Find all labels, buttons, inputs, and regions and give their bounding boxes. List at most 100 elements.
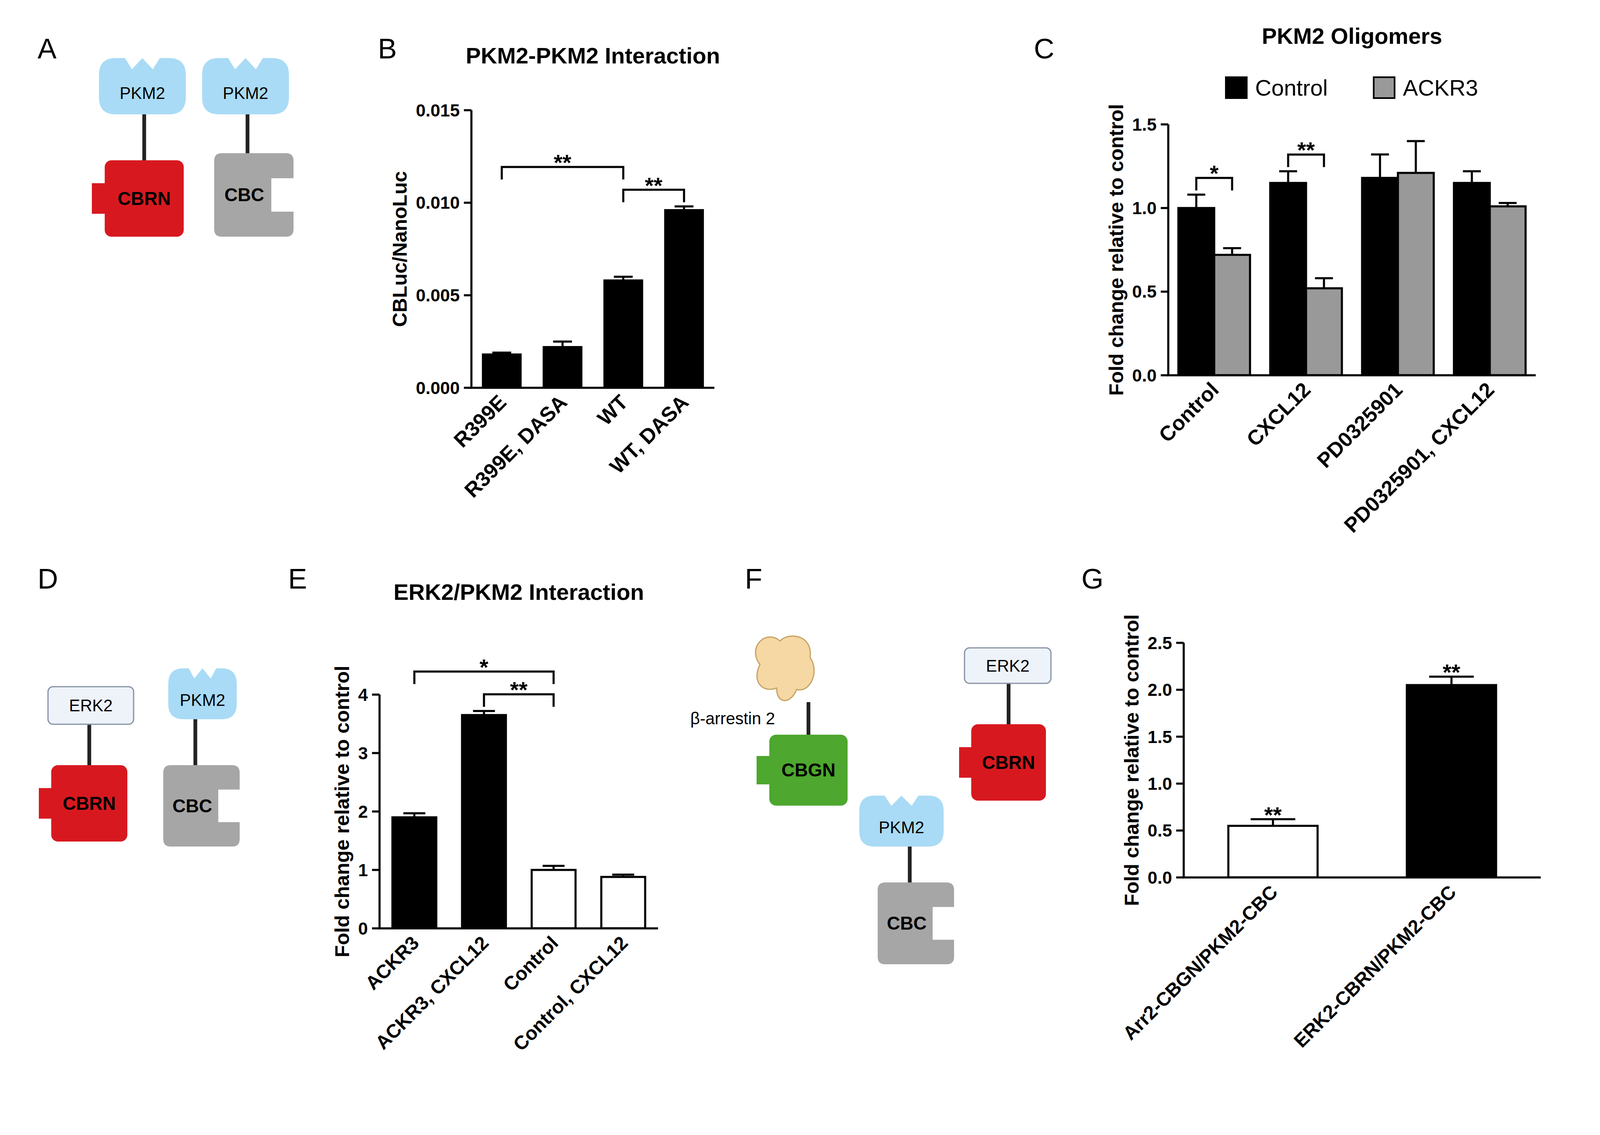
y-tick xyxy=(372,927,380,930)
bar xyxy=(462,715,507,929)
y-tick xyxy=(372,752,380,755)
y-tick xyxy=(1160,207,1169,210)
tag-shape xyxy=(163,765,240,847)
y-tick xyxy=(463,109,472,112)
bar xyxy=(601,877,646,929)
x-tick-label: PD0325901 xyxy=(1312,377,1407,473)
tag-shape xyxy=(769,734,848,806)
legend-label: ACKR3 xyxy=(1402,75,1479,101)
x-tick-label: R399E xyxy=(449,390,512,453)
panel-letter: A xyxy=(37,32,57,65)
y-tick-label: 0.010 xyxy=(415,192,460,213)
linker xyxy=(142,112,147,162)
plot-area xyxy=(1228,676,1497,878)
x-tick-label: Control xyxy=(1154,377,1224,447)
y-tick-label: 0.0 xyxy=(1132,365,1157,386)
protein-shape xyxy=(48,686,134,725)
error-bar xyxy=(1187,194,1206,208)
y-tick-label: 1.5 xyxy=(1147,727,1173,747)
bar xyxy=(543,346,582,388)
plot-area xyxy=(483,206,704,388)
linker xyxy=(1006,681,1011,726)
protein-label: PKM2 xyxy=(878,818,925,837)
bar xyxy=(1453,182,1490,376)
bar xyxy=(604,280,643,388)
tag-shape xyxy=(104,160,184,237)
legend-swatch xyxy=(1373,77,1395,99)
y-tick xyxy=(1176,782,1184,785)
chart-title: ERK2/PKM2 Interaction xyxy=(393,579,644,605)
x-tick-label: ACKR3 xyxy=(361,931,424,995)
legend: Control ACKR3 xyxy=(1225,75,1479,101)
chart-panel: CPKM2 Oligomers0.00.51.01.5Fold change r… xyxy=(1033,23,1536,538)
figure: BPKM2-PKM2 Interaction0.0000.0050.0100.0… xyxy=(0,0,1600,1135)
bar xyxy=(1270,182,1307,376)
annotation: ** xyxy=(501,149,624,180)
x-tick-label: ACKR3, CXCL12 xyxy=(371,931,494,1054)
panel-letter: D xyxy=(37,562,59,595)
protein-label: PKM2 xyxy=(222,83,269,103)
error-bar xyxy=(613,276,633,281)
tag-label: CBRN xyxy=(117,188,171,209)
y-tick xyxy=(372,869,380,872)
error-bar xyxy=(1314,278,1333,289)
error-bar xyxy=(612,874,635,878)
error-bar xyxy=(542,865,565,871)
y-tick xyxy=(1176,688,1184,692)
chart-panel: G0.00.51.01.52.02.5Fold change relative … xyxy=(1081,562,1541,1052)
legend-swatch xyxy=(1225,77,1247,99)
y-tick-label: 2.0 xyxy=(1147,680,1173,700)
tag-label: CBC xyxy=(886,913,927,934)
bar xyxy=(1406,685,1497,878)
bar xyxy=(1228,825,1318,878)
error-bar xyxy=(492,352,512,355)
significance-label: ** xyxy=(1264,802,1282,828)
y-tick xyxy=(463,387,472,390)
protein-shape xyxy=(755,636,814,702)
protein-shape xyxy=(859,795,944,847)
y-tick xyxy=(463,201,472,204)
y-tick-label: 0 xyxy=(358,918,368,939)
y-tick-label: 4 xyxy=(358,685,369,705)
chart-panel: BPKM2-PKM2 Interaction0.0000.0050.0100.0… xyxy=(377,32,721,503)
y-tick-label: 1.5 xyxy=(1132,114,1157,135)
chart-panel: EERK2/PKM2 Interaction01234Fold change r… xyxy=(288,562,659,1056)
y-axis xyxy=(470,110,473,388)
protein-shape xyxy=(98,58,186,115)
y-tick-label: 2 xyxy=(358,802,368,822)
annotation: ** xyxy=(1288,137,1325,168)
y-tick xyxy=(1176,876,1184,879)
error-bar xyxy=(1406,141,1425,173)
annotation: ** xyxy=(483,677,554,707)
y-tick-label: 0.005 xyxy=(415,285,460,306)
tag-shape xyxy=(51,765,128,842)
y-tick-label: 3 xyxy=(358,743,368,764)
bar xyxy=(1306,288,1342,376)
bar xyxy=(392,817,437,929)
x-tick-label: CXCL12 xyxy=(1242,377,1316,451)
y-tick-label: 0.5 xyxy=(1132,281,1157,302)
y-tick xyxy=(1160,123,1169,126)
legend-label: Control xyxy=(1255,75,1328,101)
y-tick xyxy=(1160,290,1169,293)
protein-label: PKM2 xyxy=(119,83,166,103)
plot-area xyxy=(1178,141,1526,376)
significance-label: * xyxy=(479,654,489,680)
significance-label: * xyxy=(1209,160,1219,186)
y-tick-label: 2.5 xyxy=(1147,633,1173,654)
panel-letter: B xyxy=(377,32,397,65)
bar xyxy=(665,210,703,388)
y-tick xyxy=(372,693,380,697)
protein-label: PKM2 xyxy=(179,691,226,710)
diagram-panel: DERK2CBRNPKM2CBC xyxy=(37,562,240,847)
protein-shape xyxy=(964,648,1051,684)
protein-label: β-arrestin 2 xyxy=(690,709,775,728)
y-tick-label: 0.0 xyxy=(1147,868,1173,888)
chart-title: PKM2-PKM2 Interaction xyxy=(465,43,720,69)
x-tick-label: PD0325901, CXCL12 xyxy=(1339,377,1499,538)
error-bar xyxy=(1222,248,1241,255)
error-bar xyxy=(553,341,573,347)
tag-label: CBRN xyxy=(62,793,116,814)
bar xyxy=(1397,172,1434,376)
x-tick-label: Control xyxy=(498,931,563,996)
